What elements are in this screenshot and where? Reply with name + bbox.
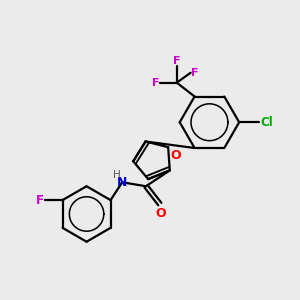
Text: O: O xyxy=(170,149,181,162)
Text: N: N xyxy=(117,176,128,189)
Text: F: F xyxy=(190,68,198,78)
Text: Cl: Cl xyxy=(260,116,273,129)
Text: F: F xyxy=(36,194,44,207)
Text: H: H xyxy=(113,170,121,180)
Text: F: F xyxy=(173,56,181,66)
Text: O: O xyxy=(155,207,166,220)
Text: F: F xyxy=(152,78,160,88)
